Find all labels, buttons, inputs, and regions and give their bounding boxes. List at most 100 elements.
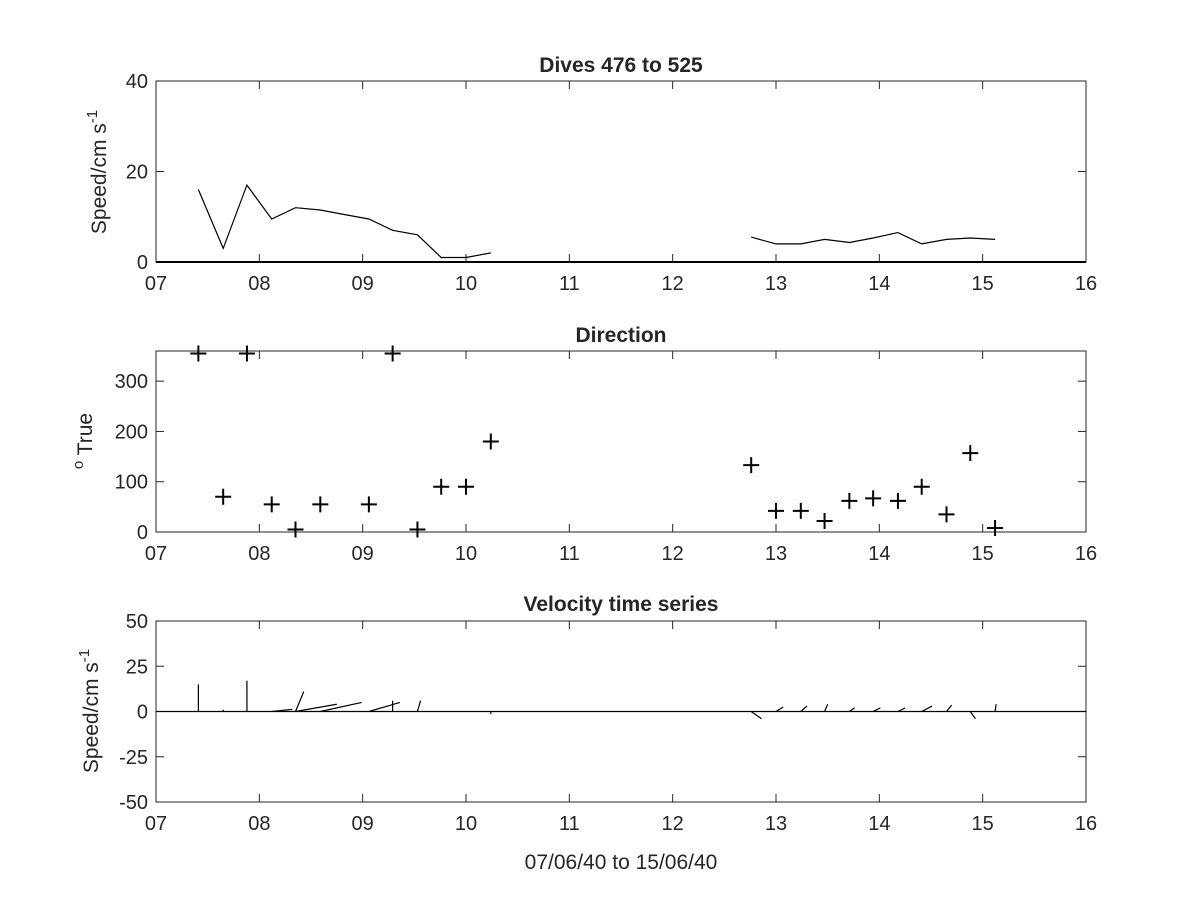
direction-axes-frame [155,350,1087,533]
speed-x-tick-label: 12 [662,273,684,295]
velocity-vector-stick [800,705,808,712]
velocity-y-tick-label: 25 [126,656,148,678]
direction-y-tick-label: 200 [115,421,148,443]
speed-x-tick-label: 08 [248,273,270,295]
direction-y-tick-label: 100 [115,472,148,494]
velocity-vector-stick [750,711,762,720]
speed-x-tick-label: 09 [352,273,374,295]
direction-plot-area: 07 08 09 10 11 12 13 14 15 16 0 100 200 300 [115,345,1097,565]
direction-point-marker [816,512,833,529]
velocity-vector-stick [295,703,337,713]
direction-x-tick-label: 09 [352,543,374,565]
velocity-x-tick-label: 15 [972,813,994,835]
direction-x-tick-label: 15 [972,543,994,565]
direction-point-marker [287,521,304,538]
direction-point-marker [865,490,882,507]
velocity-vector-stick [897,707,906,713]
speed-x-tick-label: 16 [1075,273,1097,295]
velocity-vector-stick [294,691,305,712]
speed-x-tick-label: 14 [868,273,890,295]
direction-point-marker [433,478,450,495]
velocity-vector-stick [271,708,293,713]
velocity-vector-stick [872,707,881,713]
velocity-vector-stick [921,705,933,713]
velocity-x-tick-label: 07 [145,813,167,835]
direction-x-tick-label: 13 [765,543,787,565]
velocity-y-tick-label: -25 [119,747,148,769]
direction-point-marker [768,502,784,519]
speed-panel-title: Dives 476 to 525 [539,54,703,77]
direction-point-marker [409,521,426,538]
direction-x-tick-label: 16 [1075,543,1097,565]
speed-plot-area: 07 08 09 10 11 12 13 14 15 16 0 20 40 [126,71,1097,295]
velocity-x-tick-label: 10 [455,813,477,835]
velocity-x-tick-label: 16 [1075,813,1097,835]
velocity-x-tick-label: 08 [248,813,270,835]
speed-y-tick-label: 40 [126,71,148,93]
velocity-vector-stick [416,700,422,712]
speed-ylabel-sup: -1 [84,110,101,123]
direction-point-marker [263,496,280,513]
velocity-y-tick-label: 0 [137,702,148,724]
direction-point-marker [938,506,955,523]
velocity-x-tick-label: 11 [559,813,580,835]
speed-x-tick-label: 13 [765,273,787,295]
direction-point-marker [215,488,232,505]
velocity-vector-stick [368,701,401,713]
velocity-y-tick-label: 50 [126,611,148,633]
speed-y-tick-label: 20 [126,162,148,184]
velocity-y-tick-label: -50 [119,792,148,814]
direction-point-marker [889,492,906,509]
direction-point-marker [962,445,979,462]
speed-series-line [197,183,491,259]
direction-point-marker [190,345,207,362]
direction-x-tick-label: 11 [559,543,580,565]
velocity-x-tick-label: 12 [662,813,684,835]
velocity-plot-area: 07 08 09 10 11 12 13 14 15 16 -50 -25 0 25 50 [119,611,1097,835]
svg-text:Speed/cm s-1: Speed/cm s-1 [84,110,111,234]
direction-panel: Direction o True 07 08 09 10 11 12 13 14 15 16 0 10… [70,324,1097,565]
direction-point-marker [913,478,930,495]
velocity-panel-ylabel: Speed/cm s-1 [76,649,103,773]
velocity-ylabel-sup: -1 [76,649,93,662]
direction-ylabel-sup: o [70,461,87,469]
direction-y-tick-label: 300 [115,371,148,393]
svg-text:o True: o True [70,413,97,469]
velocity-ylabel-text: Speed/cm s [80,662,103,773]
speed-panel: Dives 476 to 525 Speed/cm s-1 07 08 09 10 11… [84,54,1097,295]
velocity-x-tick-label: 13 [765,813,787,835]
speed-ylabel-text: Speed/cm s [88,123,111,234]
velocity-panel-xlabel: 07/06/40 to 15/06/40 [525,851,718,874]
velocity-panel: Velocity time series Speed/cm s-1 07/06/… [76,593,1097,874]
direction-point-marker [482,433,499,450]
direction-x-tick-label: 08 [248,543,270,565]
velocity-x-tick-label: 14 [868,813,890,835]
velocity-vector-stick [946,704,953,712]
direction-y-tick-label: 0 [137,522,148,544]
direction-ylabel-text: True [74,413,97,461]
direction-point-marker [987,519,1004,536]
velocity-vector-stick [824,704,829,712]
svg-text:Speed/cm s-1: Speed/cm s-1 [76,649,103,773]
direction-point-marker [360,496,377,513]
speed-x-tick-label: 07 [145,273,167,295]
speed-x-tick-label: 11 [559,273,580,295]
velocity-panel-title: Velocity time series [524,593,719,616]
velocity-vector-stick [775,706,784,713]
speed-x-tick-label: 15 [972,273,994,295]
velocity-vector-stick [320,701,362,713]
direction-point-marker [792,502,809,519]
direction-x-tick-label: 14 [868,543,890,565]
velocity-x-tick-label: 09 [352,813,374,835]
direction-point-marker [458,478,474,495]
direction-point-marker [384,345,401,362]
direction-point-marker [312,496,329,513]
direction-point-marker [238,345,255,362]
direction-x-tick-label: 12 [662,543,684,565]
speed-x-tick-label: 10 [455,273,477,295]
direction-x-tick-label: 10 [455,543,477,565]
direction-point-marker [743,457,760,474]
direction-panel-title: Direction [575,324,666,347]
